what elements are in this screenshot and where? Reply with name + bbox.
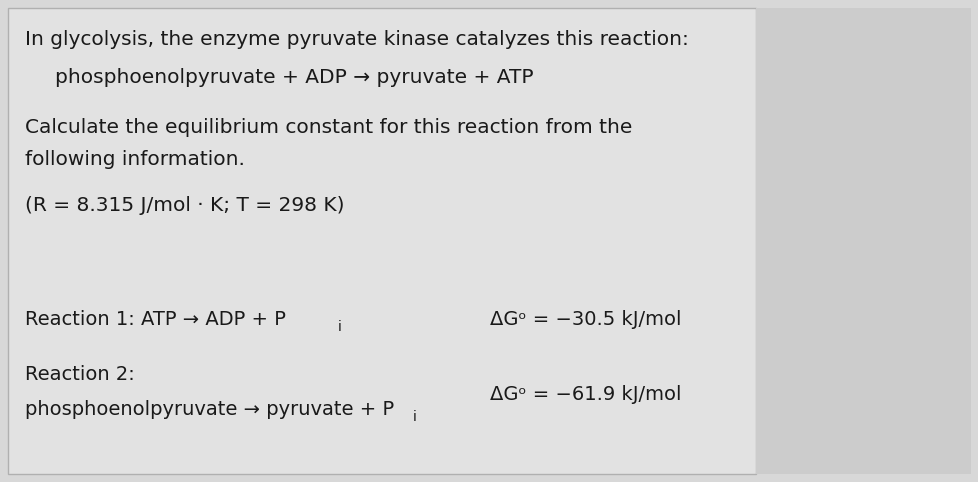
FancyBboxPatch shape bbox=[755, 8, 970, 474]
Text: following information.: following information. bbox=[25, 150, 244, 169]
Text: i: i bbox=[413, 410, 417, 424]
Text: phosphoenolpyruvate + ADP → pyruvate + ATP: phosphoenolpyruvate + ADP → pyruvate + A… bbox=[55, 68, 533, 87]
Text: ΔGᵒ = −30.5 kJ/mol: ΔGᵒ = −30.5 kJ/mol bbox=[490, 310, 681, 329]
Text: ΔGᵒ = −61.9 kJ/mol: ΔGᵒ = −61.9 kJ/mol bbox=[490, 385, 681, 404]
Text: phosphoenolpyruvate → pyruvate + P: phosphoenolpyruvate → pyruvate + P bbox=[25, 400, 394, 419]
FancyBboxPatch shape bbox=[8, 8, 755, 474]
Text: (R = 8.315 J/mol · K; T = 298 K): (R = 8.315 J/mol · K; T = 298 K) bbox=[25, 196, 344, 215]
Text: Reaction 2:: Reaction 2: bbox=[25, 365, 135, 384]
Text: Reaction 1: ATP → ADP + P: Reaction 1: ATP → ADP + P bbox=[25, 310, 286, 329]
Text: Calculate the equilibrium constant for this reaction from the: Calculate the equilibrium constant for t… bbox=[25, 118, 632, 137]
Text: i: i bbox=[337, 320, 341, 334]
Text: In glycolysis, the enzyme pyruvate kinase catalyzes this reaction:: In glycolysis, the enzyme pyruvate kinas… bbox=[25, 30, 689, 49]
